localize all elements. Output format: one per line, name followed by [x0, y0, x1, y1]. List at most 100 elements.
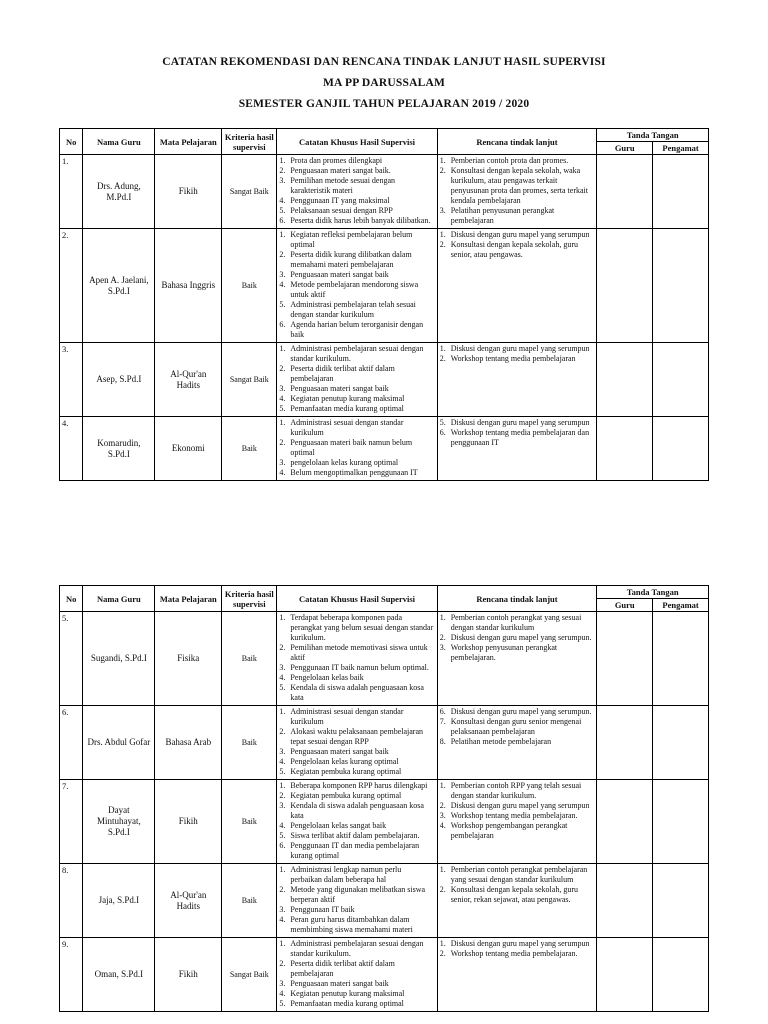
header-guru: Guru [596, 598, 654, 612]
list-item: 6. Peserta didik harus lebih banyak dilib… [279, 216, 431, 225]
list-item: 8. Pelatihan metode pembelajaran [439, 737, 552, 746]
list-item: 3. Workshop tentang media pembelajaran. [439, 811, 578, 820]
followup-plan-cell: 1. Pemberian contoh perangkat yang sesuai… [436, 611, 598, 706]
criteria-cell: Sangat Baik [221, 937, 278, 1012]
subject-cell: Al-Qur'an Hadits [154, 863, 223, 938]
list-item: 4. Pengelolaan kelas baik [279, 673, 364, 682]
subject-cell: Bahasa Arab [154, 705, 223, 780]
list-item: 4. Kegiatan penutup kurang maksimal [279, 989, 405, 998]
list-item: 4. Belum mengoptimalkan penggunaan IT [279, 468, 418, 477]
header-pengamat: Pengamat [652, 141, 709, 155]
list-item: 3. Pemilihan metode sesuai dengan karakte… [279, 176, 396, 195]
list-item: 1. Administrasi pembelajaran sesuai denga… [279, 344, 424, 363]
subject-cell: Ekonomi [154, 416, 223, 481]
table-row: 2. Apen A. Jaelani, S.Pd.I Bahasa Inggris B… [58, 228, 709, 343]
row-number-cell: 5. [58, 611, 84, 706]
supervision-notes-cell: 1. Administrasi sesuai dengan standar kur… [276, 416, 438, 481]
supervision-notes-cell: 1. Beberapa komponen RPP harus dilengkapi… [276, 779, 438, 864]
pengamat-signature-cell [652, 779, 709, 864]
list-item: 4. Penggunaan IT yang maksimal [279, 196, 390, 205]
list-item: 5. Diskusi dengan guru mapel yang serumpu… [439, 418, 590, 427]
pengamat-signature-cell [652, 228, 709, 343]
guru-signature-cell [596, 154, 654, 229]
list-item: 6. Penggunaan IT dan media pembelajaran k… [279, 841, 420, 860]
list-item: 1. Administrasi sesuai dengan standar kur… [279, 418, 404, 437]
supervision-table-1: No Nama Guru Mata Pelajaran Kriteria has… [58, 128, 709, 481]
list-item: 3. Pelatihan penyusunan perangkat pembela… [439, 206, 555, 225]
list-item: 2. Diskusi dengan guru mapel yang serumpu… [439, 633, 592, 642]
followup-plan-cell: 5. Diskusi dengan guru mapel yang serumpu… [436, 416, 598, 481]
pengamat-signature-cell [652, 342, 709, 417]
supervision-notes-cell: 1. Administrasi pembelajaran sesuai denga… [276, 937, 438, 1012]
list-item: 5. Pemanfaatan media kurang optimal [279, 404, 404, 413]
followup-plan-cell: 1. Pemberian contoh prota dan promes. 2. Ko… [436, 154, 598, 229]
followup-plan-cell: 1. Pemberian contoh RPP yang telah sesuai… [436, 779, 598, 864]
pengamat-signature-cell [652, 154, 709, 229]
pengamat-signature-cell [652, 611, 709, 706]
header-tanda-tangan: Tanda Tangan [596, 585, 709, 599]
header-no: No [58, 128, 84, 155]
table-row: 6. Drs. Abdul Gofar Bahasa Arab Baik 1. Admin… [58, 705, 709, 780]
criteria-cell: Baik [221, 228, 278, 343]
supervision-notes-cell: 1. Kegiatan refleksi pembelajaran belum o… [276, 228, 438, 343]
teacher-name-cell: Sugandi, S.Pd.I [82, 611, 156, 706]
guru-signature-cell [596, 863, 654, 938]
header-rencana: Rencana tindak lanjut [436, 128, 598, 155]
title-line-1: CATATAN REKOMENDASI DAN RENCANA TINDAK L… [162, 56, 606, 68]
teacher-name-cell: Drs. Adung, M.Pd.I [82, 154, 156, 229]
pengamat-signature-cell [652, 863, 709, 938]
subject-cell: Fikih [154, 937, 223, 1012]
guru-signature-cell [596, 416, 654, 481]
header-catatan: Catatan Khusus Hasil Supervisi [276, 128, 438, 155]
list-item: 2. Alokasi waktu pelaksanaan pembelajaran… [279, 727, 424, 746]
pengamat-signature-cell [652, 416, 709, 481]
table-1-body: 1. Drs. Adung, M.Pd.I Fikih Sangat Baik 1. Pr… [58, 154, 709, 481]
header-nama-guru: Nama Guru [82, 585, 156, 612]
criteria-cell: Baik [221, 863, 278, 938]
list-item: 4. Kegiatan penutup kurang maksimal [279, 394, 405, 403]
header-tanda-tangan: Tanda Tangan [596, 128, 709, 142]
table-row: 8. Jaja, S.Pd.I Al-Qur'an Hadits Baik 1. Admi… [58, 863, 709, 938]
row-number-cell: 2. [58, 228, 84, 343]
header-rencana: Rencana tindak lanjut [436, 585, 598, 612]
header-pengamat: Pengamat [652, 598, 709, 612]
title-line-3: SEMESTER GANJIL TAHUN PELAJARAN 2019 / 2… [238, 98, 530, 110]
teacher-name-cell: Komarudin, S.Pd.I [82, 416, 156, 481]
list-item: 6. Agenda harian belum terorganisir denga… [279, 320, 424, 339]
title-line-2: MA PP DARUSSALAM [322, 77, 446, 89]
list-item: 3. Workshop penyusunan perangkat pembelaj… [439, 643, 558, 662]
criteria-cell: Sangat Baik [221, 154, 278, 229]
criteria-cell: Baik [221, 416, 278, 481]
list-item: 1. Beberapa komponen RPP harus dilengkapi [279, 781, 428, 790]
subject-cell: Fikih [154, 154, 223, 229]
teacher-name-cell: Oman, S.Pd.I [82, 937, 156, 1012]
header-kriteria: Kriteria hasil supervisi [221, 585, 278, 612]
list-item: 6. Workshop tentang media pembelajaran da… [439, 428, 590, 447]
supervision-notes-cell: 1. Administrasi lengkap namun perlu perba… [276, 863, 438, 938]
list-item: 2. Penguasaan materi baik namun belum opt… [279, 438, 413, 457]
list-item: 5. Kendala di siswa adalah penguasaan kos… [279, 683, 424, 702]
guru-signature-cell [596, 937, 654, 1012]
guru-signature-cell [596, 611, 654, 706]
subject-cell: Fisika [154, 611, 223, 706]
list-item: 1. Administrasi sesuai dengan standar kur… [279, 707, 404, 726]
list-item: 2. Diskusi dengan guru mapel yang serumpu… [439, 801, 590, 810]
guru-signature-cell [596, 779, 654, 864]
list-item: 3. pengelolaan kelas kurang optimal [279, 458, 399, 467]
subject-cell: Bahasa Inggris [154, 228, 223, 343]
list-item: 5. Siswa terlibat aktif dalam pembelajara… [279, 831, 420, 840]
pengamat-signature-cell [652, 937, 709, 1012]
list-item: 1. Administrasi lengkap namun perlu perba… [279, 865, 402, 884]
header-guru: Guru [596, 141, 654, 155]
list-item: 1. Pemberian contoh prota dan promes. [439, 156, 569, 165]
header-kriteria: Kriteria hasil supervisi [221, 128, 278, 155]
list-item: 1. Terdapat beberapa komponen pada perang… [279, 613, 434, 642]
list-item: 7. Konsultasi dengan guru senior mengenai… [439, 717, 582, 736]
criteria-cell: Baik [221, 705, 278, 780]
list-item: 3. Penguasaan materi sangat baik [279, 384, 389, 393]
list-item: 1. Administrasi pembelajaran sesuai denga… [279, 939, 424, 958]
list-item: 2. Workshop tentang media pembelajaran. [439, 949, 578, 958]
list-item: 3. Penguasaan materi sangat baik [279, 747, 389, 756]
list-item: 1. Diskusi dengan guru mapel yang serumpu… [439, 344, 590, 353]
